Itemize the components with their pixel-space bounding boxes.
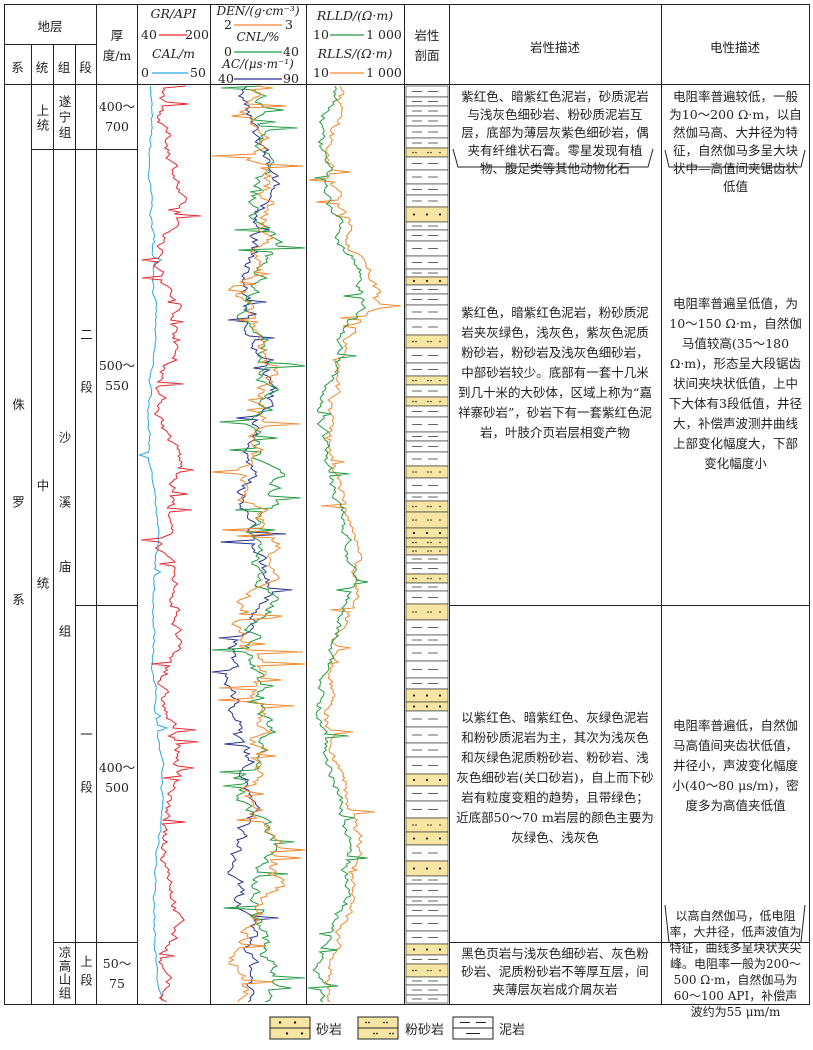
group-suining: 遂宁组 — [56, 95, 72, 142]
ac-label: AC/(μs·m⁻¹) — [222, 57, 294, 71]
thickness-member-1: 400～500 — [98, 760, 136, 795]
member-1: 一段 — [78, 727, 93, 833]
header-lith-profile: 岩性剖面 — [414, 28, 440, 63]
gr-curve — [141, 85, 202, 1003]
cal-max: 50 — [190, 65, 206, 80]
desc-suining-elec: 电阻率普遍较低，一般为10～200 Ω·m，以自然伽马高、大井径为特征，自然伽马… — [669, 89, 802, 194]
desc-suining-lith: 紫红色、暗紫红色泥岩，砂质泥岩与浅灰色细砂岩、粉砂质泥岩互层，底部为薄层灰紫色细… — [461, 89, 649, 176]
rlls-curve — [308, 85, 401, 1003]
ac-min: 40 — [218, 71, 234, 86]
thickness-suining: 400～700 — [98, 99, 136, 134]
cnl-max: 40 — [283, 44, 299, 59]
ac-curve — [211, 85, 293, 1003]
desc-lgs-elec: 以高自然伽马，低电阻率，大井径，低声波值为特征，曲线多呈块状夹尖峰。电阻率一般为… — [669, 909, 802, 1019]
den-curve — [211, 85, 306, 1003]
series-upper: 上统 — [34, 103, 50, 133]
thickness-member-2: 500～550 — [98, 358, 136, 393]
gr-min: 40 — [141, 27, 157, 42]
cal-curve — [138, 85, 169, 1002]
ac-max: 90 — [283, 71, 299, 86]
legend-sandstone-swatch — [269, 1016, 311, 1040]
desc-m1-elec: 电阻率普遍低，自然伽马高值间夹齿状低值，井径小，声波变化幅度小(40～80 μs… — [672, 718, 799, 813]
member-upper: 上段 — [78, 954, 93, 992]
legend-siltstone-label: 粉砂岩 — [405, 1023, 445, 1038]
desc-m2-elec: 电阻率普遍呈低值，为10～150 Ω·m，自然伽马值较高(35～180 Ω·m)… — [669, 296, 802, 471]
rlls-max: 1 000 — [366, 65, 402, 80]
header-member: 段 — [79, 60, 92, 75]
series-middle: 中统 — [34, 479, 50, 674]
header-thickness: 厚度/m — [102, 28, 132, 63]
desc-m2-lith: 紫红色，暗紫红色泥岩，粉砂质泥岩夹灰绿色，浅灰色，紫灰色泥质粉砂岩，粉砂岩及浅灰… — [458, 305, 652, 440]
rlld-label: RLLD/(Ω·m) — [316, 8, 394, 23]
desc-m1-lith: 以紫红色、暗紫红色、灰绿色泥岩和粉砂质泥岩为主，其次为浅灰色和灰绿色泥质粉砂岩、… — [456, 710, 654, 845]
thickness-lianggaoshan: 50～75 — [102, 956, 132, 991]
rlls-min: 10 — [313, 65, 329, 80]
legend-mudstone-label: 泥岩 — [499, 1023, 526, 1038]
rlld-max: 1 000 — [366, 27, 402, 42]
cnl-label: CNL/% — [236, 30, 280, 44]
group-shaximiao: 沙溪庙组 — [56, 431, 72, 689]
header-group: 组 — [57, 60, 71, 75]
gr-max: 200 — [185, 27, 209, 42]
den-max: 3 — [285, 17, 293, 32]
header-elec-desc: 电性描述 — [709, 40, 760, 55]
desc-lgs-lith: 黑色页岩与浅灰色细砂岩、灰色粉砂岩、泥质粉砂岩不等厚互层，间夹薄层灰岩成介屑灰岩 — [461, 946, 649, 997]
den-label: DEN/(g·cm⁻³) — [216, 4, 300, 18]
legend-mudstone-swatch — [452, 1016, 494, 1040]
rlld-min: 10 — [313, 27, 329, 42]
rlls-label: RLLS/(Ω·m) — [317, 46, 393, 61]
member-2: 二段 — [78, 327, 93, 433]
cal-min: 0 — [141, 65, 149, 80]
legend-sandstone-label: 砂岩 — [316, 1023, 343, 1038]
header-series: 统 — [35, 60, 49, 75]
cnl-curve — [211, 85, 306, 1003]
legend-siltstone-swatch — [357, 1016, 399, 1040]
den-min: 2 — [224, 17, 232, 32]
rlld-curve — [307, 85, 368, 1003]
header-lith-desc: 岩性描述 — [529, 40, 580, 55]
cal-label: CAL/m — [152, 46, 195, 61]
header-strata: 地层 — [37, 19, 63, 34]
group-lianggaoshan: 凉高山组 — [56, 946, 72, 1000]
header-system: 系 — [11, 60, 24, 75]
system-jurassic: 侏罗系 — [10, 397, 25, 691]
cnl-min: 0 — [224, 44, 232, 59]
gr-label: GR/API — [150, 6, 197, 21]
